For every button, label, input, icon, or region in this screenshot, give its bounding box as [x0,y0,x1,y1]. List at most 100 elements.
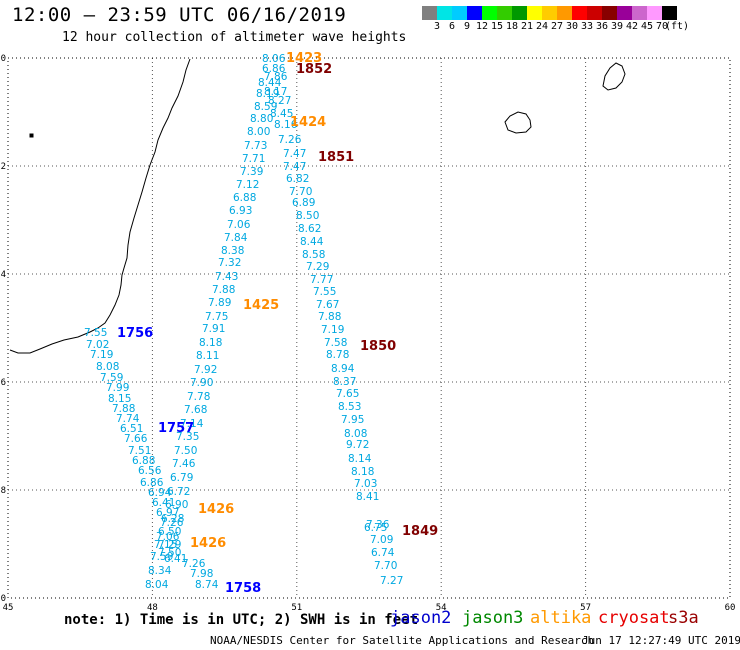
swh-reading: 7.74 [116,413,140,425]
swh-reading: 6.50 [158,526,181,538]
credit-text: NOAA/NESDIS Center for Satellite Applica… [210,634,595,647]
swh-reading: 7.86 [264,71,288,83]
swh-reading: 7.51 [128,445,151,457]
swh-reading: 6.28 [161,513,184,525]
swh-reading: 8.08 [344,428,367,440]
swh-reading: 7.66 [124,433,148,445]
legend-label: 6 [448,21,456,32]
map-frame [7,57,731,599]
swh-reading: 6.86 [262,63,286,75]
pass-time-label-altika: 1425 [243,298,279,313]
swh-reading: 8.41 [356,491,379,503]
swh-reading: 8.58 [302,249,325,261]
swh-reading: 7.35 [176,431,199,443]
swh-reading: 7.26 [278,134,302,146]
swh-reading: 7.88 [112,403,135,415]
legend-label: 70 [655,21,669,32]
swh-reading: 7.59 [150,551,173,563]
mauritius-island [602,62,626,91]
swh-reading: 7.39 [240,166,263,178]
swh-reading: 7.06 [156,531,180,543]
legend-label: 12 [475,21,489,32]
legend-label: 27 [550,21,564,32]
swh-reading: 8.06 [262,53,286,65]
pass-time-label-altika: 1426 [190,536,226,551]
swh-reading: 7.43 [215,271,238,283]
legend-label: 3 [433,21,441,32]
mission-altika: altika [530,608,592,628]
latitude-tick-label: -26 [0,378,6,388]
swh-reading: 8.00 [247,126,270,138]
swh-reading: 7.70 [289,186,312,198]
swh-reading: 6.94 [148,487,172,499]
legend-label: 9 [463,21,471,32]
legend-label: 33 [580,21,594,32]
swh-reading: 7.55 [313,286,336,298]
swh-reading: 6.97 [156,507,179,519]
swh-reading: 6.79 [170,472,193,484]
swh-reading: 7.26 [182,558,206,570]
legend-label: 15 [490,21,504,32]
swh-reading: 7.15 [154,539,177,551]
swh-reading: 8.16 [274,119,298,131]
legend-swatch [602,6,617,20]
swh-reading: 6.90 [165,499,188,511]
swh-reading: 6.89 [292,197,315,209]
swh-reading: 7.03 [354,478,377,490]
swh-reading: 8.27 [268,95,291,107]
swh-reading: 7.91 [202,323,225,335]
footer-note: note: 1) Time is in UTC; 2) SWH is in fe… [64,612,419,628]
swh-reading: 8.19 [256,88,279,100]
legend-label: 24 [535,21,549,32]
legend-label: 21 [520,21,534,32]
swh-reading: 7.65 [336,388,359,400]
pass-time-label-s3a: 1852 [296,62,332,77]
legend-swatch [437,6,452,20]
swh-reading: 8.04 [145,579,169,591]
swh-reading: 8.14 [348,453,372,465]
swh-reading: 7.46 [172,458,196,470]
swh-reading: 8.78 [326,349,349,361]
longitude-tick-label: 45 [3,603,14,613]
legend-swatch [467,6,482,20]
swh-reading: 7.27 [380,575,403,587]
swh-reading: 7.14 [180,418,204,430]
swh-reading: 8.74 [195,579,219,591]
swh-reading: 6.56 [138,465,162,477]
legend-swatch [422,6,437,20]
swh-reading: 7.98 [190,568,213,580]
legend-label: 36 [595,21,609,32]
swh-reading: 7.29 [306,261,329,273]
swh-reading: 6.86 [140,477,164,489]
swh-reading: 7.75 [205,311,228,323]
swh-reading: 7.73 [244,140,267,152]
mission-jason3: jason3 [462,608,524,628]
latitude-tick-label: -30 [0,594,6,604]
coastline [9,58,626,354]
mission-s3a: s3a [668,608,699,628]
legend-swatch [662,6,677,20]
legend-swatch [572,6,587,20]
longitude-tick-label: 60 [725,603,736,613]
longitude-tick-label: 54 [436,603,447,613]
swh-reading: 7.02 [86,339,109,351]
swh-reading: 6.82 [286,173,309,185]
pass-time-label-jason2: 1757 [158,421,194,436]
swh-reading: 8.15 [108,393,131,405]
swh-reading: 7.88 [212,284,235,296]
swh-reading: 7.95 [341,414,364,426]
legend-swatch [527,6,542,20]
legend-label: 42 [625,21,639,32]
swh-reading: 7.77 [310,274,333,286]
swh-reading: 7.26 [160,517,184,529]
swh-reading: 8.44 [300,236,324,248]
swh-reading: 7.59 [100,372,123,384]
legend-label: 45 [640,21,654,32]
mission-cryosat: cryosat [598,608,670,628]
latitude-tick-label: -22 [0,162,6,172]
pass-time-label-altika: 1424 [290,115,326,130]
pass-time-label-s3a: 1850 [360,339,396,354]
map-title: 12:00 — 23:59 UTC 06/16/2019 [12,4,347,26]
legend-swatch [587,6,602,20]
